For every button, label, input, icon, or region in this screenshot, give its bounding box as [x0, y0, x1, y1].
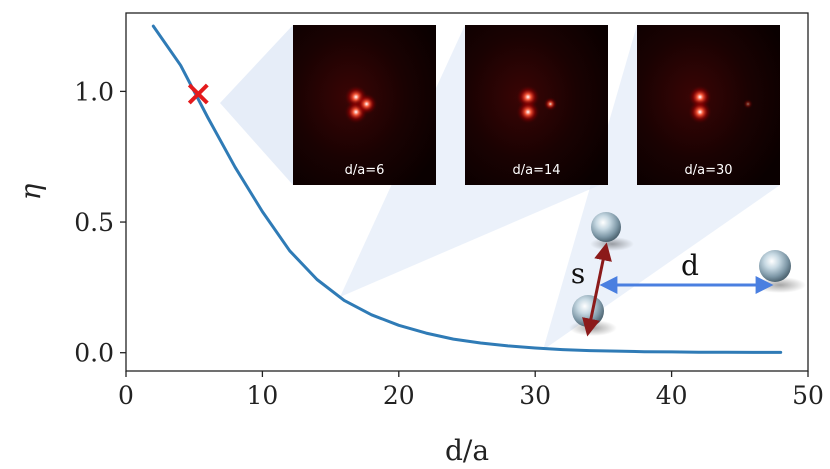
inset-3: d/a=30 — [637, 25, 780, 185]
inset-1: d/a=6 — [293, 25, 436, 185]
d-label: d — [681, 249, 699, 282]
inset-label: d/a=14 — [512, 163, 560, 178]
y-tick-label: 0.5 — [74, 208, 114, 237]
inset-label: d/a=30 — [684, 163, 732, 178]
y-axis: 0.0 0.5 1.0 — [74, 77, 126, 368]
marker-stroke — [187, 83, 209, 105]
sphere-schematic: s d — [569, 212, 806, 337]
x-axis-label: d/a — [445, 434, 489, 467]
series-line — [151, 24, 783, 354]
sphere-bottom — [572, 295, 604, 327]
sphere-top — [591, 212, 621, 242]
x-tick-label: 10 — [246, 381, 278, 410]
x-axis: 0 10 20 30 40 50 — [118, 371, 824, 410]
x-tick-label: 40 — [656, 381, 688, 410]
highlight-marker — [187, 83, 209, 105]
y-axis-label: η — [14, 183, 47, 200]
y-tick-label: 1.0 — [74, 77, 114, 106]
wedge-inset-1 — [220, 25, 293, 185]
x-tick-label: 0 — [118, 381, 134, 410]
inset-2: d/a=14 — [465, 25, 608, 185]
sphere-right — [759, 250, 791, 282]
x-tick-label: 30 — [519, 381, 551, 410]
spot-third — [743, 99, 753, 109]
x-tick-label: 50 — [792, 381, 824, 410]
plot-area — [125, 12, 809, 372]
spot-third — [355, 93, 378, 115]
inset-label: d/a=6 — [345, 163, 385, 178]
s-arrow — [582, 242, 612, 337]
diffraction-insets: d/a=6 d/a=14 d/a=30 — [293, 25, 780, 185]
spot-third — [543, 97, 558, 111]
spot-pair-bottom — [688, 100, 712, 124]
spot-pair-bottom — [516, 100, 540, 124]
x-tick-label: 20 — [383, 381, 415, 410]
y-tick-label: 0.0 — [74, 339, 114, 368]
s-label: s — [571, 257, 585, 290]
